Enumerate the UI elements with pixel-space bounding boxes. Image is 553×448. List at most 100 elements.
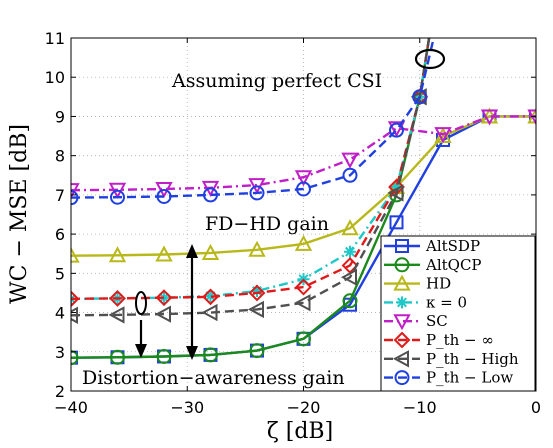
data-point xyxy=(480,109,499,126)
data-point xyxy=(389,122,404,138)
data-point xyxy=(342,293,358,309)
y-tick-label: 2 xyxy=(55,382,65,401)
y-tick-label: 4 xyxy=(55,304,65,323)
data-point xyxy=(389,215,404,230)
series-line xyxy=(71,38,431,300)
y-tick-label: 8 xyxy=(55,147,65,166)
data-point xyxy=(387,184,404,202)
legend-label: P_th − High xyxy=(426,350,519,368)
data-point xyxy=(342,167,358,183)
x-tick-label: 0 xyxy=(531,398,541,417)
series-layer xyxy=(71,38,536,366)
data-point xyxy=(394,257,410,273)
distortion-gain-annotation: Distortion−awareness gain xyxy=(82,367,345,389)
perfect-csi-annotation: Assuming perfect CSI xyxy=(171,70,382,92)
x-axis-label: ζ [dB] xyxy=(267,419,333,444)
data-point xyxy=(396,296,408,309)
data-point xyxy=(248,240,266,257)
y-tick-label: 7 xyxy=(55,186,65,205)
data-point xyxy=(109,290,126,307)
data-point xyxy=(294,294,311,312)
data-point xyxy=(156,188,172,204)
data-point xyxy=(392,350,409,368)
data-point xyxy=(249,343,265,359)
data-point xyxy=(156,348,172,364)
legend-entry: HD xyxy=(384,274,451,293)
y-tick-label: 6 xyxy=(55,225,65,244)
data-point xyxy=(108,182,127,199)
data-point xyxy=(155,245,173,262)
data-point xyxy=(201,303,218,322)
data-point xyxy=(71,290,80,308)
fd-hd-gain-arrowhead-top xyxy=(186,244,198,258)
data-point xyxy=(344,245,356,258)
annotations: Assuming perfect CSI FD−HD gain Distorti… xyxy=(82,48,446,389)
data-point xyxy=(108,306,125,324)
data-point xyxy=(155,182,173,199)
data-point xyxy=(295,278,312,296)
series-sc xyxy=(71,109,536,200)
y-tick-label: 5 xyxy=(55,264,65,283)
fd-hd-gain-arrowhead-bottom xyxy=(186,346,198,360)
legend-label: SC xyxy=(426,312,448,330)
x-tick-label: −40 xyxy=(54,398,88,417)
x-tick-label: −10 xyxy=(403,398,437,417)
data-point xyxy=(387,121,406,138)
legend-entry: P_th − Low xyxy=(384,369,513,387)
data-point xyxy=(395,239,409,253)
data-point xyxy=(393,274,411,291)
distortion-gain-ellipse xyxy=(135,291,147,315)
data-point xyxy=(202,288,219,306)
y-tick-label: 11 xyxy=(45,29,65,48)
series-line xyxy=(71,38,435,199)
data-point xyxy=(71,350,79,366)
data-point xyxy=(71,190,79,206)
legend-entry: P_th − High xyxy=(384,350,519,368)
y-tick-label: 3 xyxy=(55,343,65,362)
data-point xyxy=(249,185,265,201)
data-point xyxy=(154,305,171,323)
data-point xyxy=(110,349,125,365)
fd-hd-gain-annotation: FD−HD gain xyxy=(205,213,329,235)
legend-label: AltSDP xyxy=(425,237,480,255)
series-line xyxy=(71,115,536,257)
legend-entry: P_th − ∞ xyxy=(384,331,494,349)
legend-entry: AltSDP xyxy=(384,237,480,255)
perfect-csi-ellipse xyxy=(414,48,446,70)
distortion-gain-arrowhead xyxy=(135,344,147,358)
data-point xyxy=(294,234,313,251)
y-tick-label: 10 xyxy=(45,68,65,87)
data-point xyxy=(247,300,264,319)
legend-entry: κ = 0 xyxy=(384,293,467,311)
data-point xyxy=(71,246,80,263)
data-point xyxy=(296,331,311,347)
data-point xyxy=(108,246,127,263)
data-point xyxy=(434,127,452,144)
data-point xyxy=(201,243,220,260)
data-point xyxy=(296,181,311,197)
data-point xyxy=(340,268,357,286)
data-point xyxy=(203,187,218,203)
series-p-th-low xyxy=(71,38,435,206)
data-point xyxy=(394,370,410,386)
data-point xyxy=(393,331,411,349)
x-tick-label: −30 xyxy=(170,398,204,417)
data-point xyxy=(248,284,266,302)
y-axis-label: WC − MSE [dB] xyxy=(7,124,32,304)
legend-label: P_th − ∞ xyxy=(426,331,494,349)
data-point xyxy=(248,178,266,195)
legend-label: κ = 0 xyxy=(426,293,467,311)
legend-entry: AltQCP xyxy=(384,256,482,274)
data-point xyxy=(71,183,80,200)
data-point xyxy=(393,314,411,331)
data-point xyxy=(71,306,78,324)
data-point xyxy=(203,347,218,363)
legend-label: AltQCP xyxy=(425,256,482,274)
y-tick-label: 9 xyxy=(55,107,65,126)
data-point xyxy=(155,289,173,307)
legend-label: P_th − Low xyxy=(426,369,513,387)
data-point xyxy=(341,219,359,236)
series-p-th-high xyxy=(71,38,431,324)
